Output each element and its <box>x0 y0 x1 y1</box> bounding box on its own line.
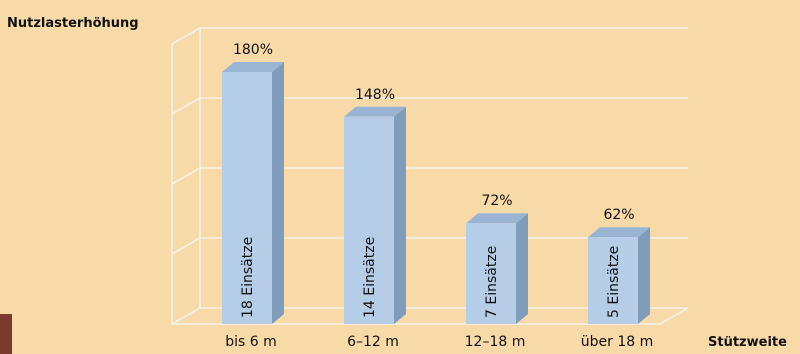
bar-inside-label: 5 Einsätze <box>606 246 622 318</box>
x-axis-title: Stützweite <box>708 335 787 350</box>
bar-1 <box>222 62 284 324</box>
bar-front <box>588 237 638 324</box>
bar-side <box>394 106 406 324</box>
bar-side <box>272 62 284 324</box>
bar-front <box>344 116 394 324</box>
bar-4 <box>588 227 650 324</box>
bar-value-label: 72% <box>481 193 512 209</box>
bar-inside-label: 7 Einsätze <box>484 246 500 318</box>
category-label: 6–12 m <box>347 334 399 350</box>
bar-value-label: 148% <box>355 87 395 103</box>
bar-side <box>638 227 650 324</box>
bar-inside-label: 14 Einsätze <box>362 237 378 318</box>
bar-3 <box>466 213 528 324</box>
bar-top <box>588 227 650 238</box>
bar-front <box>466 223 516 324</box>
chart-bars <box>222 62 650 324</box>
bar-top <box>466 213 528 224</box>
bar-value-label: 62% <box>603 207 634 223</box>
gridline-depth <box>171 237 201 255</box>
corner-accent <box>0 314 12 354</box>
bar-2 <box>344 106 406 324</box>
y-axis-title: Nutzlasterhöhung <box>7 16 139 31</box>
category-label: 12–18 m <box>465 334 526 350</box>
gridline-depth <box>171 27 201 45</box>
gridline-depth <box>171 167 201 185</box>
category-label: bis 6 m <box>225 334 277 350</box>
bar-value-label: 180% <box>233 42 273 58</box>
floor-right-line <box>659 307 689 325</box>
category-label: über 18 m <box>581 334 653 350</box>
gridline-depth <box>171 97 201 115</box>
chart-labels: 180% 18 Einsätze bis 6 m 148% 14 Einsätze 6–1… <box>225 42 653 350</box>
gridline-depth <box>171 307 201 325</box>
bar-side <box>516 213 528 324</box>
bar-inside-label: 18 Einsätze <box>240 237 256 318</box>
bar-top <box>222 62 284 72</box>
bar-top <box>344 106 406 117</box>
bar-front <box>222 72 272 324</box>
